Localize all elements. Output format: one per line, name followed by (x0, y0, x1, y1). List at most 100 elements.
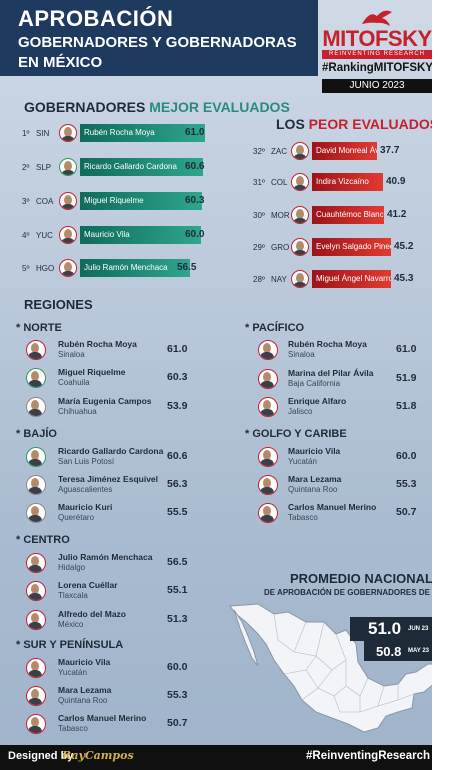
worst-row: 29º GRO Evelyn Salgado Pineda 45.2 (253, 237, 433, 259)
footer-hashtag: #ReinventingResearch (306, 750, 430, 762)
average-current-value: 51.0 (368, 619, 402, 638)
avatar (59, 226, 77, 244)
average-previous-box: 50.8 MAY 23 (364, 641, 432, 661)
avatar (26, 581, 46, 601)
region-bajio-label: * BAJÍO (16, 428, 57, 440)
region-row: Carlos Manuel Merino Tabasco 50.7 (258, 500, 428, 526)
best-row: 3º COA Miguel Riquelme 60.3 (22, 191, 212, 213)
score: 61.0 (185, 127, 205, 138)
avatar (26, 610, 46, 630)
average-subheading: DE APROBACIÓN DE GOBERNADORES DE MÉXICO (264, 588, 464, 597)
region-row: Mara Lezama Quintana Roo 55.3 (26, 683, 206, 709)
avatar (26, 714, 46, 734)
avatar (291, 206, 309, 224)
brand-block: MITOFSKY REINVENTING RESEARCH #RankingMI… (318, 6, 433, 93)
brand-subtitle: REINVENTING RESEARCH (322, 50, 432, 59)
avatar (59, 192, 77, 210)
governor-bar: Rubén Rocha Moya (80, 124, 205, 142)
worst-row: 31º COL Indira Vizcaíno 40.9 (253, 172, 433, 194)
avatar (258, 447, 278, 467)
score: 40.9 (386, 176, 406, 187)
region-pacifico-label: * PACÍFICO (245, 322, 305, 334)
avatar (258, 340, 278, 360)
region-row: Julio Ramón Menchaca Hidalgo 56.5 (26, 550, 206, 576)
region-row: Carlos Manuel Merino Tabasco 50.7 (26, 711, 206, 737)
region-row: Miguel Riquelme Coahuila 60.3 (26, 365, 206, 391)
region-row: Enrique Alfaro Jalisco 51.8 (258, 394, 428, 420)
governor-bar: Mauricio Vila (80, 226, 201, 244)
score: 60.3 (185, 195, 205, 206)
governor-bar: Miguel Ángel Navarro (312, 270, 391, 288)
avatar (26, 686, 46, 706)
region-row: Rubén Rocha Moya Sinaloa 61.0 (258, 337, 428, 363)
designed-by-label: Designed by (8, 750, 74, 762)
regions-heading: REGIONES (24, 297, 93, 312)
region-row: Alfredo del Mazo México 51.3 (26, 607, 206, 633)
region-row: Mara Lezama Quintana Roo 55.3 (258, 472, 428, 498)
governor-bar: Ricardo Gallardo Cardona (80, 158, 203, 176)
worst-row: 30º MOR Cuauhtémoc Blanco 41.2 (253, 205, 433, 227)
avatar (258, 369, 278, 389)
worst-row: 28º NAY Miguel Ángel Navarro 45.3 (253, 269, 433, 291)
page-margin (432, 0, 474, 770)
average-current-box: 51.0 JUN 23 (350, 617, 432, 641)
governor-bar: David Monreal Ávila (312, 142, 377, 160)
governor-bar: Indira Vizcaíno (312, 173, 383, 191)
score: 60.6 (185, 161, 205, 172)
worst-heading: LOS PEOR EVALUADOS (276, 116, 440, 132)
region-sur-label: * SUR Y PENÍNSULA (16, 639, 124, 651)
avatar (291, 173, 309, 191)
region-row: Ricardo Gallardo Cardona San Luis Potosí… (26, 444, 206, 470)
average-heading: PROMEDIO NACIONAL (290, 571, 433, 586)
mexico-map-icon (229, 603, 441, 733)
avatar (26, 368, 46, 388)
region-golfo-label: * GOLFO Y CARIBE (245, 428, 347, 440)
governor-bar: Evelyn Salgado Pineda (312, 238, 391, 256)
title-line-1: APROBACIÓN (18, 6, 174, 31)
avatar (26, 447, 46, 467)
best-row: 1º SIN Rubén Rocha Moya 61.0 (22, 123, 212, 145)
governor-bar: Cuauhtémoc Blanco (312, 206, 384, 224)
score: 60.0 (185, 229, 205, 240)
avatar (26, 397, 46, 417)
footer-bar: Designed by RayCampos #ReinventingResear… (0, 745, 474, 770)
best-row: 4º YUC Mauricio Vila 60.0 (22, 225, 212, 247)
region-row: Lorena Cuéllar Tlaxcala 55.1 (26, 578, 206, 604)
region-row: María Eugenia Campos Chihuahua 53.9 (26, 394, 206, 420)
score: 56.5 (177, 262, 197, 273)
avatar (26, 658, 46, 678)
best-heading: GOBERNADORES MEJOR EVALUADOS (24, 99, 290, 115)
title-line-2: GOBERNADORES Y GOBERNADORAS (18, 34, 297, 51)
avatar (258, 475, 278, 495)
avatar (291, 238, 309, 256)
avatar (291, 142, 309, 160)
score: 45.3 (394, 273, 414, 284)
title-line-3: EN MÉXICO (18, 54, 103, 71)
region-row: Rubén Rocha Moya Sinaloa 61.0 (26, 337, 206, 363)
region-row: Teresa Jiménez Esquivel Aguascalientes 5… (26, 472, 206, 498)
avatar (26, 475, 46, 495)
avatar (59, 259, 77, 277)
average-previous-date: MAY 23 (408, 648, 430, 654)
worst-row: 32º ZAC David Monreal Ávila 37.7 (253, 141, 433, 163)
average-current-date: JUN 23 (408, 626, 429, 632)
designer-signature: RayCampos (62, 749, 134, 762)
region-row: Mauricio Vila Yucatán 60.0 (258, 444, 428, 470)
brand-logo: MITOFSKY (322, 26, 432, 51)
title-banner: APROBACIÓN GOBERNADORES Y GOBERNADORAS E… (0, 0, 318, 76)
ranking-hashtag: #RankingMITOFSKY (322, 62, 433, 74)
score: 45.2 (394, 241, 414, 252)
governor-bar: Julio Ramón Menchaca (80, 259, 190, 277)
average-previous-value: 50.8 (376, 644, 402, 659)
avatar (59, 158, 77, 176)
region-centro-label: * CENTRO (16, 534, 70, 546)
avatar (291, 270, 309, 288)
edition-date: JUNIO 2023 (322, 79, 432, 93)
best-row: 5º HGO Julio Ramón Menchaca 56.5 (22, 258, 212, 280)
score: 41.2 (387, 209, 407, 220)
governor-bar: Miguel Riquelme (80, 192, 202, 210)
region-row: Mauricio Vila Yucatán 60.0 (26, 655, 206, 681)
avatar (26, 553, 46, 573)
avatar (258, 397, 278, 417)
